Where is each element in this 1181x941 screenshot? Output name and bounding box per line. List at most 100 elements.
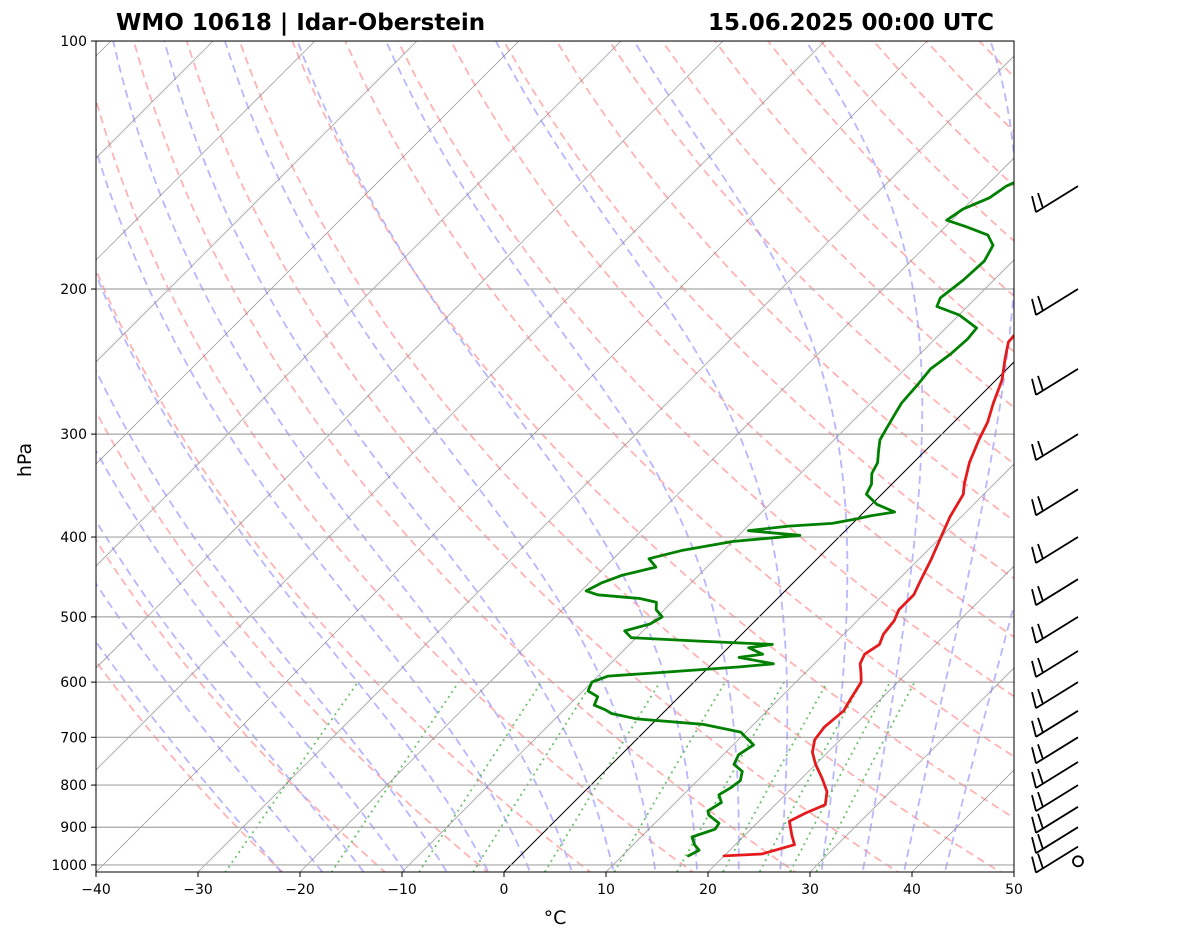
wind-barb-flag — [1037, 192, 1044, 209]
wind-barb — [1031, 433, 1079, 461]
isotherm — [96, 41, 418, 363]
dry-adiabat — [1138, 41, 1181, 882]
wind-barb-flag — [1037, 791, 1044, 808]
dry-adiabat — [185, 41, 900, 872]
mixing-ratio-line — [330, 681, 460, 872]
wind-barb — [1031, 736, 1079, 765]
x-tick-label: 20 — [699, 882, 717, 898]
wind-barb-flag — [1037, 813, 1044, 830]
wind-barb-flag — [1031, 546, 1037, 564]
x-tick-label: 30 — [801, 882, 819, 898]
wind-barb-flag — [1031, 720, 1037, 738]
wind-barb-flag — [1037, 440, 1044, 457]
dry-adiabat — [820, 41, 1014, 243]
mixing-ratio-line — [675, 681, 785, 872]
moist-adiabat — [944, 602, 1014, 872]
wind-barb-flag — [1037, 717, 1044, 734]
mixing-ratio-line — [815, 681, 916, 872]
wind-barb-flag — [1031, 626, 1037, 644]
dry-adiabat — [397, 41, 1014, 698]
isotherm — [809, 667, 1014, 872]
wind-barb — [1031, 536, 1079, 564]
x-tick-label: −20 — [285, 882, 315, 898]
isotherm — [401, 259, 1014, 872]
mixing-ratio-line — [758, 681, 863, 872]
wind-barb — [1031, 616, 1079, 644]
wind-barb-flag — [1031, 836, 1037, 854]
moist-adiabat — [224, 41, 657, 872]
dewpoint-profile — [584, 181, 1014, 858]
wind-barb-flag — [1031, 378, 1037, 396]
dry-adiabat — [96, 538, 387, 872]
x-tick-label: 10 — [597, 882, 615, 898]
isotherm — [96, 41, 520, 465]
wind-barb — [1031, 826, 1079, 854]
wind-barb — [1031, 845, 1079, 874]
moist-adiabat — [96, 272, 490, 872]
wind-barb — [1031, 650, 1079, 678]
y-tick-label: 500 — [60, 610, 87, 626]
dry-adiabat — [96, 659, 284, 872]
mixing-ratio-line — [613, 681, 726, 872]
y-tick-label: 600 — [60, 675, 87, 691]
wind-barb-flag — [1031, 747, 1037, 764]
wind-barb-flag — [1037, 543, 1044, 560]
x-tick-label: −30 — [183, 882, 213, 898]
dry-adiabat — [291, 41, 1014, 820]
dry-adiabat — [132, 41, 797, 872]
isotherm — [96, 41, 316, 261]
wind-barb — [1031, 681, 1079, 709]
dry-adiabat — [344, 41, 1014, 758]
wind-barb-flag — [1031, 195, 1037, 213]
mixing-ratio-line — [788, 681, 891, 872]
wind-barb-flag — [1031, 794, 1037, 812]
wind-barb — [1031, 578, 1079, 606]
isotherm — [197, 55, 1014, 872]
wind-barb-flag — [1031, 660, 1037, 678]
isotherm — [96, 41, 928, 872]
moist-adiabat — [112, 41, 573, 872]
x-tick-label: 50 — [1005, 882, 1023, 898]
dry-adiabat — [96, 409, 489, 872]
plot-frame — [95, 40, 1015, 873]
y-tick-label: 200 — [60, 282, 87, 298]
chart-title-station: WMO 10618 | Idar-Oberstein — [116, 10, 485, 36]
wind-barb-flag — [1031, 691, 1037, 709]
moist-adiabat — [163, 41, 615, 872]
dry-adiabat — [978, 41, 1014, 79]
wind-barb — [1031, 488, 1079, 517]
wind-barb-flag — [1037, 768, 1044, 785]
mixing-ratio-line — [224, 681, 359, 872]
moist-adiabat — [96, 368, 448, 872]
isotherm — [605, 463, 1014, 872]
chart-title-datetime: 15.06.2025 00:00 UTC — [708, 10, 994, 36]
x-tick-label: 0 — [500, 882, 509, 898]
wind-barb-flag — [1037, 833, 1044, 850]
y-tick-label: 100 — [60, 34, 87, 50]
wind-barb — [1031, 710, 1079, 738]
mixing-ratio-line — [472, 681, 594, 872]
wind-barb — [1031, 761, 1079, 789]
dry-adiabat — [96, 96, 695, 872]
moist-adiabat — [385, 41, 740, 872]
x-axis-label: °C — [544, 907, 567, 929]
moist-adiabat — [96, 519, 365, 872]
wind-barb-flag — [1037, 295, 1044, 312]
wind-barb — [1031, 288, 1079, 316]
y-axis-label: hPa — [14, 443, 36, 477]
wind-barbs — [1031, 185, 1084, 874]
wind-barb-flag — [1031, 816, 1037, 834]
wind-barb-flag — [1031, 298, 1037, 316]
wind-barb-flag — [1037, 375, 1044, 392]
isotherm — [96, 41, 724, 669]
wind-barb-flag — [1031, 771, 1037, 789]
wind-barb-flag — [1037, 744, 1044, 760]
dry-adiabat — [238, 41, 1003, 872]
y-tick-label: 1000 — [51, 858, 87, 874]
x-axis: −40 −30 −20 −10 0 10 20 30 40 50 — [81, 872, 1023, 898]
moist-adiabat — [495, 41, 789, 872]
isotherm — [96, 41, 622, 567]
isotherm — [1013, 871, 1014, 872]
moist-adiabat — [96, 582, 324, 872]
